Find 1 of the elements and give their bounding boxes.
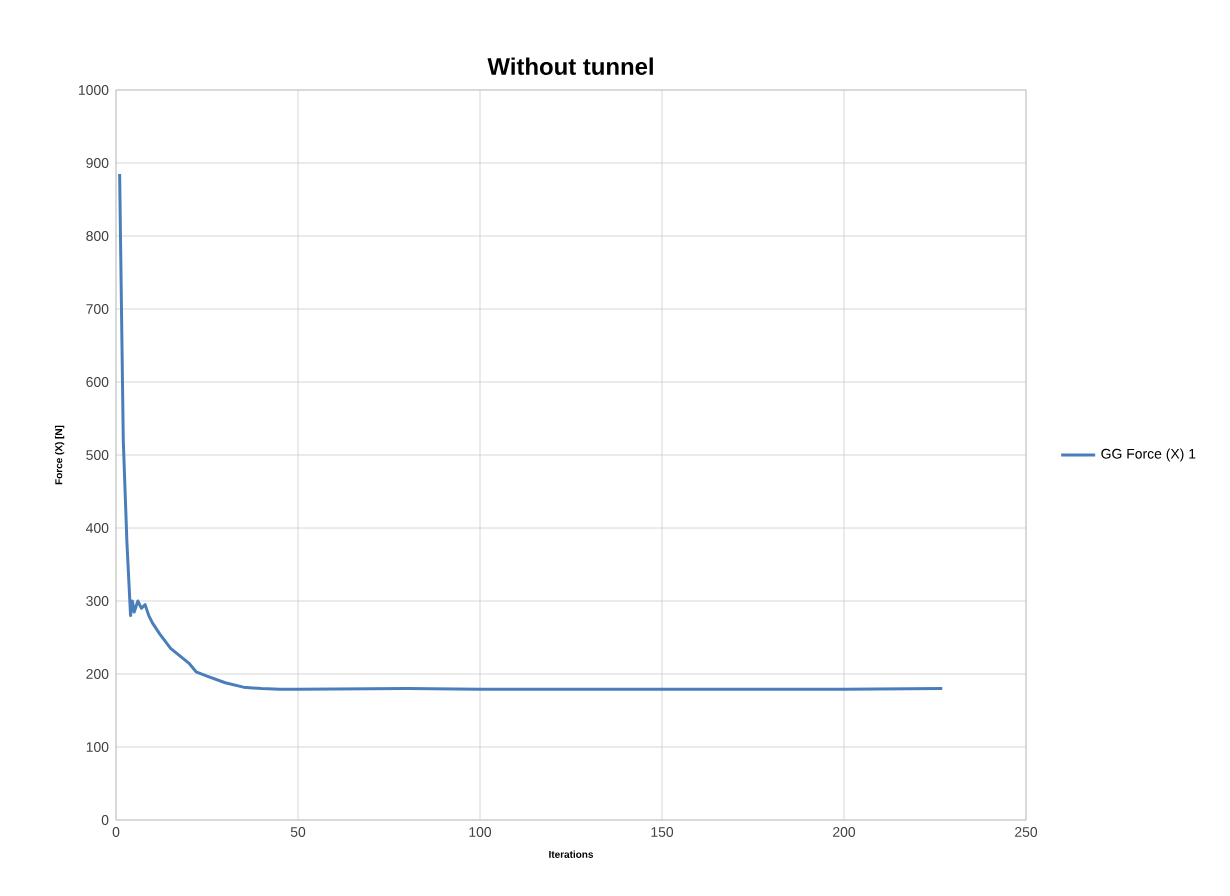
chart-title: Without tunnel [487, 57, 653, 75]
